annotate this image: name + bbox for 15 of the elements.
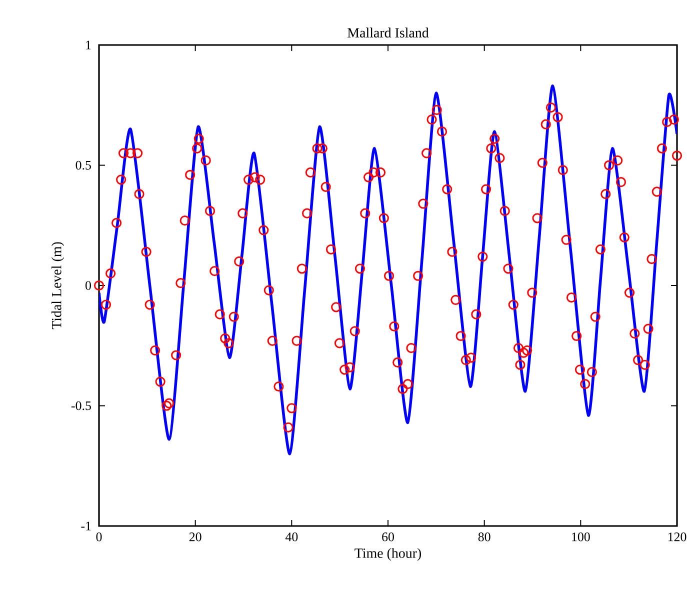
y-tick-label: 0 [86, 281, 91, 290]
chart-title: Mallard Island [348, 28, 429, 38]
y-tick-label: -0.5 [71, 401, 91, 410]
y-tick-label: 0.5 [76, 160, 91, 170]
x-tick-label: 80 [478, 532, 490, 542]
x-tick-label: 60 [382, 532, 394, 542]
x-tick-label: 20 [189, 532, 202, 542]
x-tick-label: 40 [285, 532, 298, 542]
y-tick-label: -1 [81, 522, 91, 530]
x-axis-title: Time (hour) [354, 548, 422, 561]
y-axis-title: Tidal Level (m) [51, 242, 64, 330]
x-tick-label: 100 [572, 532, 590, 542]
x-tick-label: 0 [96, 532, 102, 542]
y-tick-label: 1 [86, 40, 91, 50]
x-tick-label: 120 [668, 532, 686, 542]
